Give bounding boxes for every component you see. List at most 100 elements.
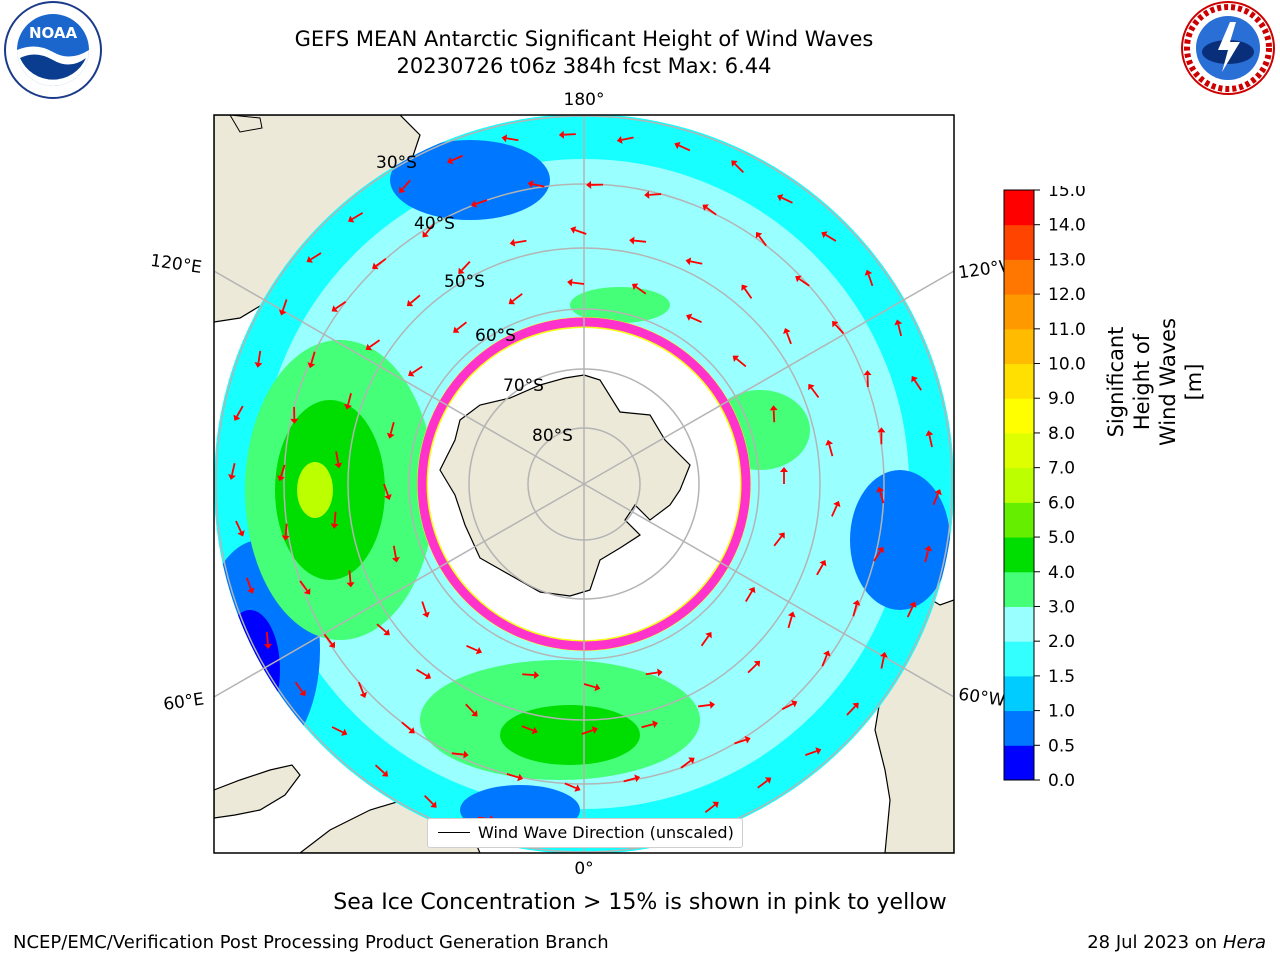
wave-direction-arrow-shaft (634, 239, 647, 243)
wave-direction-arrow-head (894, 319, 903, 326)
wave-direction-arrow-shaft (383, 483, 389, 496)
wave-direction-arrow-head (567, 278, 573, 287)
wave-direction-arrow-head (341, 728, 348, 736)
wave-direction-arrow-head (278, 309, 287, 316)
wave-direction-arrow-shaft (757, 779, 768, 789)
wave-direction-arrow-shaft (571, 281, 585, 285)
wave-direction-arrow-head (778, 532, 785, 539)
colorbar: 0.0 0.5 1.0 1.5 2.0 3.0 4.0 5.0 6.0 7.0 8.0 9.0 10.0… (1003, 186, 1086, 791)
wave-direction-arrow-head (372, 262, 379, 270)
wave-direction-arrow-shaft (475, 199, 488, 205)
wave-direction-arrow-shaft (564, 782, 577, 789)
colorbar-cell (1004, 398, 1034, 434)
legend-line-sample (438, 832, 470, 833)
wave-direction-arrow-head (303, 588, 311, 595)
wave-direction-arrow-head (795, 275, 802, 283)
wave-direction-arrow-shaft (704, 804, 716, 814)
wave-direction-arrow-shaft (351, 212, 364, 220)
lat-label-50s: 50°S (444, 272, 485, 292)
wave-direction-arrow-head (517, 773, 524, 782)
wave-direction-arrow-shaft (392, 545, 397, 558)
wave-direction-arrow-shaft (828, 444, 834, 457)
wave-direction-arrow-head (644, 190, 650, 199)
wave-direction-arrow-shaft (700, 635, 710, 647)
wave-direction-arrow-head (344, 403, 352, 410)
wave-direction-arrow-head (634, 774, 641, 783)
wave-direction-arrow-head (731, 160, 738, 167)
wave-direction-arrow-head (832, 320, 839, 328)
wave-direction-arrow-head (864, 269, 873, 276)
lat-label-40s: 40°S (414, 214, 455, 234)
wave-direction-arrow-head (924, 545, 933, 552)
wave-direction-arrow-head (631, 283, 639, 291)
colorbar-tick-label: 3.0 (1048, 597, 1075, 617)
colorbar-cell (1004, 190, 1034, 226)
wave-direction-arrow-head (876, 486, 885, 493)
wave-direction-arrow-shaft (331, 726, 344, 734)
colorbar-cell (1004, 710, 1034, 746)
madagascar-landmass (214, 764, 301, 819)
wave-direction-arrow-shaft (411, 365, 423, 374)
wave-direction-arrow-shaft (521, 725, 534, 732)
wave-direction-arrow-shaft (581, 729, 594, 735)
wave-direction-arrow-shaft (834, 324, 845, 335)
lon-label-180: 180° (564, 90, 605, 110)
wave-direction-arrow-head (825, 439, 834, 446)
wave-direction-arrow-head (925, 430, 934, 437)
wave-direction-arrow-head (346, 582, 355, 588)
wave-direction-arrow-head (702, 204, 709, 211)
wave-direction-arrow-head (787, 611, 796, 618)
wave-direction-arrow-head (384, 494, 392, 501)
wave-direction-arrow-shaft (257, 350, 262, 363)
wave-direction-arrow-shaft (745, 590, 753, 603)
wave-direction-arrow-head (686, 313, 693, 321)
wave-direction-arrow-shaft (369, 339, 381, 348)
wave-direction-arrow-shaft (698, 704, 711, 708)
wave-direction-arrow-head (657, 668, 663, 677)
wave-direction-arrow-shaft (376, 623, 387, 633)
wave-direction-arrow-shaft (873, 550, 882, 562)
wave-direction-arrow-head (533, 671, 540, 680)
wave-direction-arrow-shaft (456, 321, 467, 331)
wave-direction-arrow-head (447, 156, 454, 165)
wave-direction-arrow-head (470, 200, 477, 208)
lat-label-80s: 80°S (532, 426, 573, 446)
wave-direction-arrow-head (406, 299, 414, 307)
wave-direction-arrow-head (629, 236, 635, 245)
wave-direction-arrow-shaft (641, 723, 654, 729)
map-legend: Wind Wave Direction (unscaled) (427, 818, 743, 848)
wave-direction-arrow-shaft (879, 491, 885, 504)
wave-direction-arrow-shaft (645, 671, 658, 676)
wave-direction-arrow-shaft (451, 154, 464, 162)
wave-direction-arrow-shaft (401, 721, 412, 731)
wave-direction-arrow-shaft (281, 299, 288, 312)
wave-direction-arrow-head (863, 370, 872, 376)
colorbar-cell (1004, 571, 1034, 607)
wave-direction-arrow-head (383, 628, 390, 636)
wave-direction-arrow-shaft (773, 535, 783, 547)
lon-label-120e: 120°E (149, 251, 203, 278)
wave-direction-arrow-shaft (805, 750, 817, 756)
colorbar-tick-label: 8.0 (1048, 424, 1075, 444)
wave-direction-arrow-shaft (235, 520, 242, 533)
colorbar-tick-label: 4.0 (1048, 563, 1075, 583)
wave-direction-arrow-shaft (743, 288, 753, 299)
chart-subtitle: 20230726 t06z 384h fcst Max: 6.44 (396, 54, 772, 78)
colorbar-cell (1004, 606, 1034, 642)
wave-direction-arrow-head (531, 726, 538, 735)
colorbar-cell (1004, 675, 1034, 712)
colorbar-tick-label: 6.0 (1048, 493, 1075, 513)
lat-label-70s: 70°S (503, 376, 544, 396)
wave-direction-arrow-head (616, 135, 623, 144)
wave-direction-arrow-shaft (425, 223, 435, 235)
wave-direction-arrow-shaft (347, 392, 352, 406)
wave-direction-arrow-shaft (323, 633, 333, 645)
wave-direction-arrow-head (399, 186, 406, 193)
wave-direction-arrow-head (237, 530, 245, 537)
sea-ice-note: Sea Ice Concentration > 15% is shown in … (333, 890, 947, 915)
wave-direction-arrow-head (365, 343, 373, 351)
wave-direction-arrow-head (228, 474, 236, 480)
wave-direction-arrow-head (391, 556, 400, 563)
wave-direction-arrow-shaft (335, 301, 347, 310)
wave-direction-arrow-head (753, 660, 761, 668)
